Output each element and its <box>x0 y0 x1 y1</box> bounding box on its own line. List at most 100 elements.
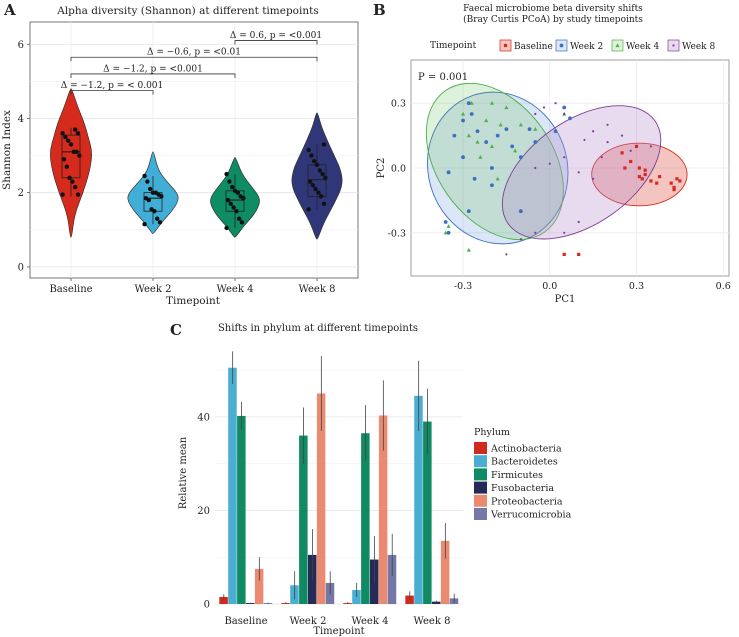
violin-point <box>224 171 229 177</box>
violin-point <box>142 222 147 227</box>
comparison-label: Δ = −1.2, p = <0.001 <box>103 64 203 74</box>
violin-point <box>316 190 321 195</box>
violin-point <box>77 153 82 158</box>
violin-point <box>73 127 78 132</box>
panel-b-ticks: -0.3 0.0 0.3 0.6 -0.3 0.0 0.3 <box>388 99 731 292</box>
point-triangle <box>495 176 500 181</box>
panel-a-violin-chart: A Alpha diversity (Shannon) at different… <box>1 1 359 307</box>
violin-point <box>306 207 311 212</box>
violin-point <box>307 179 313 184</box>
point-triangle <box>475 139 480 144</box>
panel-b-y-tick-label: 0.0 <box>391 164 406 175</box>
violin-point <box>75 131 81 136</box>
violin-point <box>321 142 327 147</box>
violin-point <box>239 220 245 225</box>
legend-swatch-fusobacteria <box>474 481 487 494</box>
point-circle <box>490 166 494 170</box>
violin-point <box>61 157 67 162</box>
panel-c-y-tick-label: 20 <box>197 506 210 517</box>
point-square <box>562 252 566 256</box>
point-triangle <box>484 118 489 123</box>
comparison-bracket <box>234 40 318 45</box>
bar-firmicutes <box>299 435 308 604</box>
violin-point <box>306 147 311 153</box>
legend-swatch-firmicutes <box>474 468 487 481</box>
point-square <box>655 181 659 185</box>
violin-point <box>63 134 68 140</box>
point-circle <box>518 209 523 214</box>
comparison-bracket <box>70 73 236 78</box>
violin-235 <box>210 157 260 238</box>
panel-c-legend-title: Phylum <box>474 427 510 438</box>
point-square <box>649 179 653 183</box>
point-dot <box>672 44 675 47</box>
point-square <box>643 172 647 177</box>
point-circle <box>475 129 480 134</box>
violin-point <box>312 158 317 164</box>
panel-a-ticks: 0 2 4 6 Baseline Week 2 Week 4 Week 8 <box>18 40 336 295</box>
legend-label: Actinobacteria <box>490 444 562 455</box>
bar-proteobacteria <box>254 568 264 604</box>
legend-swatch-bacteroidetes <box>474 455 487 468</box>
point-circle <box>518 155 523 160</box>
point-square <box>634 144 639 148</box>
panel-c-x-tick-label: Week 2 <box>290 616 327 627</box>
panel-b-y-axis-label: PC2 <box>376 158 387 179</box>
legend-label: Verrucomicrobia <box>490 510 572 521</box>
point-square <box>678 179 682 183</box>
panel-a-x-axis-label: Timepoint <box>166 295 221 307</box>
bar-verrucomicrobia <box>387 554 397 604</box>
panel-b-points <box>443 101 682 256</box>
point-circle <box>504 127 509 132</box>
panel-c-ticks: 0 20 40 Baseline Week 2 Week 4 Week 8 <box>197 412 450 627</box>
point-square <box>672 185 676 190</box>
panel-b-title: Faecal microbiome beta diversity shifts <box>463 4 643 14</box>
point-dot <box>606 140 609 144</box>
ellipse-week-8 <box>501 105 662 240</box>
point-triangle <box>489 101 494 105</box>
point-triangle <box>489 144 494 148</box>
panel-c-x-tick-label: Week 4 <box>352 616 389 627</box>
panel-c-x-tick-label: Baseline <box>224 616 267 627</box>
point-circle <box>559 43 564 48</box>
legend-label: Week 8 <box>682 42 715 52</box>
point-dot <box>649 145 653 148</box>
violin-point <box>149 207 154 212</box>
violin-point <box>67 175 72 181</box>
point-dot <box>629 149 632 152</box>
panel-b-legend: Timepoint Baseline Week 2 Week 4 Week 8 <box>430 39 715 52</box>
violin-point <box>234 209 239 214</box>
bar-firmicutes <box>237 415 246 604</box>
violin-point <box>227 179 232 184</box>
point-dot <box>606 123 609 126</box>
panel-c-bars <box>219 351 459 604</box>
violin-point <box>60 131 65 136</box>
bar-proteobacteria <box>378 415 388 604</box>
bar-fusobacteria <box>432 601 441 604</box>
violin-point <box>64 164 70 169</box>
violin-point <box>321 201 327 206</box>
comparison-bracket <box>70 56 318 62</box>
point-dot <box>563 112 566 116</box>
point-dot <box>534 231 537 234</box>
legend-swatch-actinobacteria <box>474 442 487 454</box>
point-triangle <box>461 111 466 116</box>
point-circle <box>490 183 494 188</box>
point-circle <box>527 127 532 132</box>
panel-b-x-tick-label: -0.3 <box>454 281 472 292</box>
point-circle <box>443 220 448 224</box>
violin-point <box>323 175 328 181</box>
violin-point <box>150 190 156 195</box>
point-dot <box>592 130 595 133</box>
panel-a-y-tick-label: 2 <box>18 188 24 199</box>
violin-point <box>225 197 231 203</box>
violin-point <box>237 216 242 221</box>
violin-point <box>71 149 77 155</box>
bar-proteobacteria <box>316 393 326 604</box>
ellipse-week-2 <box>427 91 569 245</box>
violin-point <box>224 225 229 231</box>
point-dot <box>534 166 537 170</box>
point-circle <box>452 133 457 138</box>
panel-a-y-axis-label: Shannon Index <box>1 110 13 190</box>
